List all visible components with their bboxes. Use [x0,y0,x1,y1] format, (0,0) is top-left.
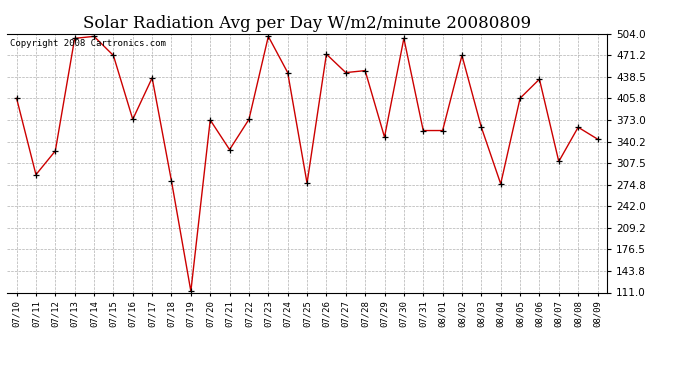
Title: Solar Radiation Avg per Day W/m2/minute 20080809: Solar Radiation Avg per Day W/m2/minute … [83,15,531,32]
Text: Copyright 2008 Cartronics.com: Copyright 2008 Cartronics.com [10,39,166,48]
